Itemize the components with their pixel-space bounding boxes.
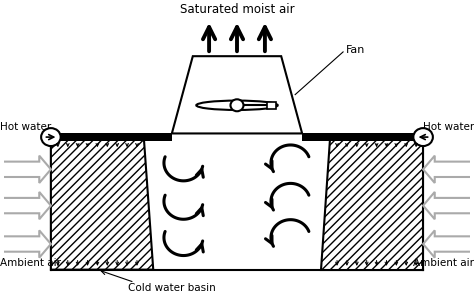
Polygon shape: [0, 230, 51, 258]
Circle shape: [413, 128, 433, 146]
Text: Ambient air: Ambient air: [0, 258, 61, 268]
Polygon shape: [0, 156, 51, 183]
Bar: [51, 133, 172, 141]
Text: Ambient air: Ambient air: [413, 258, 474, 268]
Polygon shape: [423, 230, 474, 258]
Polygon shape: [423, 156, 474, 183]
Ellipse shape: [196, 101, 278, 110]
Circle shape: [230, 99, 244, 111]
Bar: [302, 133, 423, 141]
Polygon shape: [423, 192, 474, 219]
Polygon shape: [0, 192, 51, 219]
Text: Cold water basin: Cold water basin: [128, 283, 216, 293]
Polygon shape: [321, 139, 423, 270]
Text: Hot water: Hot water: [423, 122, 474, 132]
Text: Fan: Fan: [346, 45, 366, 55]
Text: Saturated moist air: Saturated moist air: [180, 3, 294, 16]
Polygon shape: [172, 56, 302, 133]
Polygon shape: [51, 139, 153, 270]
Text: Hot water: Hot water: [0, 122, 51, 132]
Circle shape: [41, 128, 61, 146]
Bar: [267, 102, 275, 109]
